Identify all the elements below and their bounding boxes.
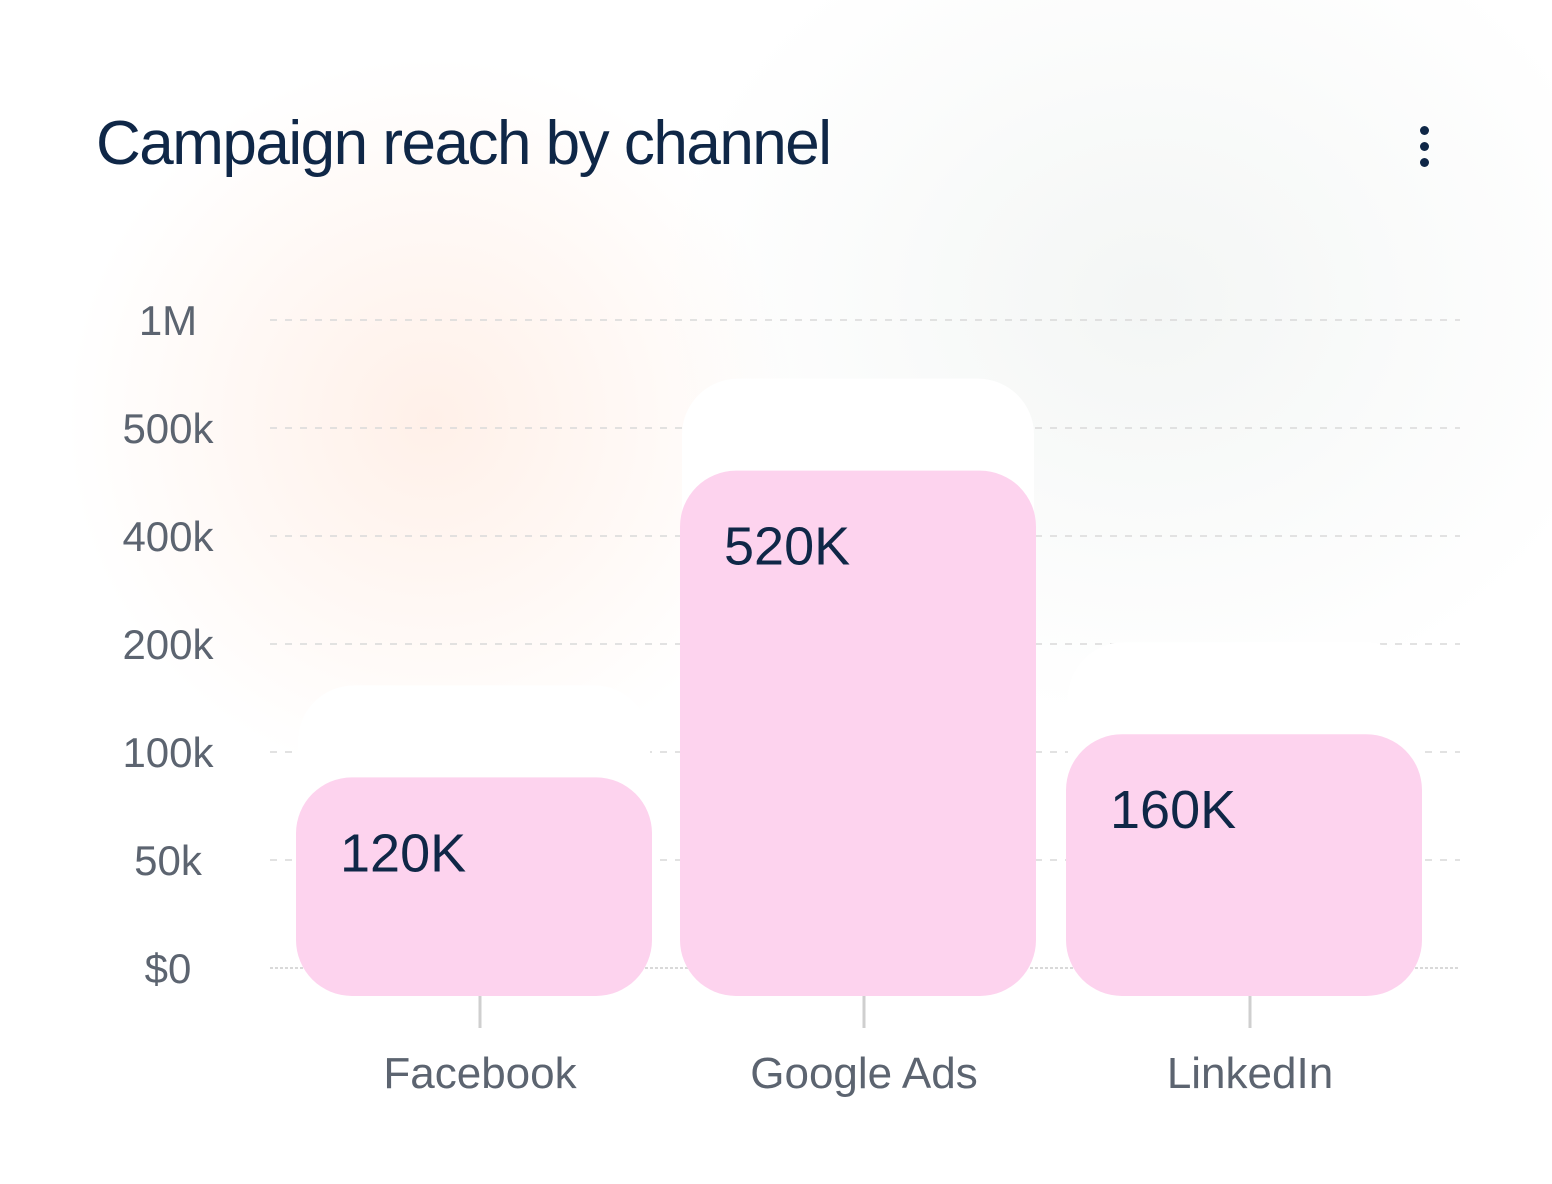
more-vertical-icon — [1419, 125, 1429, 135]
more-vertical-icon — [1419, 141, 1429, 151]
y-tick-label: $0 — [145, 945, 192, 992]
y-tick-label: 1M — [139, 297, 197, 344]
bar[interactable] — [680, 470, 1036, 996]
x-tick-label: LinkedIn — [1167, 1049, 1333, 1098]
y-tick-label: 50k — [134, 837, 203, 884]
y-tick-label: 100k — [122, 729, 214, 776]
data-label: 120K — [340, 823, 466, 883]
chart-title: Campaign reach by channel — [96, 109, 832, 178]
y-tick-label: 500k — [122, 405, 214, 452]
data-label: 520K — [724, 517, 850, 577]
more-vertical-icon — [1419, 157, 1429, 167]
data-label: 160K — [1110, 780, 1236, 840]
y-tick-label: 400k — [122, 513, 214, 560]
more-options-button[interactable] — [1400, 118, 1448, 174]
x-tick-label: Google Ads — [750, 1049, 978, 1098]
bar[interactable] — [1066, 734, 1422, 996]
x-tick-label: Facebook — [383, 1049, 577, 1098]
bar[interactable] — [296, 777, 652, 996]
y-tick-label: 200k — [122, 621, 214, 668]
